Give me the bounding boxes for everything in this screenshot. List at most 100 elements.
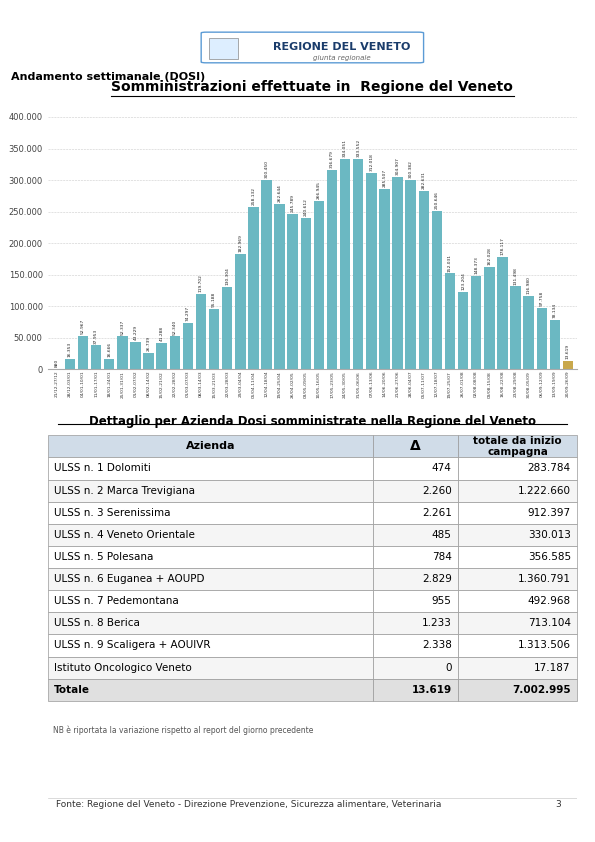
Text: 130.304: 130.304 <box>225 268 229 285</box>
Text: 97.758: 97.758 <box>540 290 544 306</box>
Text: 13.619: 13.619 <box>412 685 452 695</box>
Bar <box>373 590 458 612</box>
Bar <box>550 320 560 370</box>
Bar <box>373 480 458 502</box>
Text: totale da inizio
campagna: totale da inizio campagna <box>473 435 562 457</box>
Text: Totale: Totale <box>54 685 90 695</box>
Text: 7.002.995: 7.002.995 <box>512 685 571 695</box>
Text: 356.585: 356.585 <box>528 552 571 562</box>
Bar <box>392 177 403 370</box>
Text: 52.337: 52.337 <box>120 319 124 334</box>
Bar <box>373 568 458 590</box>
Text: 1.222.660: 1.222.660 <box>518 486 571 496</box>
Bar <box>248 206 259 370</box>
Text: 182.969: 182.969 <box>238 234 242 252</box>
Bar <box>170 337 180 370</box>
Bar <box>48 679 373 701</box>
Text: giunta regionale: giunta regionale <box>313 55 370 61</box>
Bar <box>458 634 577 657</box>
Bar <box>117 337 127 370</box>
Text: 283.784: 283.784 <box>528 463 571 473</box>
Text: 116.980: 116.980 <box>527 276 531 294</box>
Text: 492.968: 492.968 <box>528 596 571 606</box>
Bar <box>48 502 373 524</box>
Bar <box>458 590 577 612</box>
Bar <box>327 169 337 370</box>
Bar <box>563 361 573 370</box>
Bar <box>353 159 364 370</box>
Bar <box>48 657 373 679</box>
Text: 152.031: 152.031 <box>448 253 452 272</box>
Bar <box>458 502 577 524</box>
Text: 3: 3 <box>556 800 561 808</box>
Bar <box>235 254 246 370</box>
Text: 123.204: 123.204 <box>461 272 465 290</box>
Text: 148.373: 148.373 <box>474 256 478 274</box>
Bar <box>373 435 458 457</box>
Bar <box>261 180 272 370</box>
Text: 26.739: 26.739 <box>146 335 151 350</box>
Text: 74.297: 74.297 <box>186 306 190 321</box>
Text: 2.260: 2.260 <box>422 486 452 496</box>
Text: NB è riportata la variazione rispetto al report del giorno precedente: NB è riportata la variazione rispetto al… <box>53 726 314 735</box>
Text: Fonte: Regione del Veneto - Direzione Prevenzione, Sicurezza alimentare, Veterin: Fonte: Regione del Veneto - Direzione Pr… <box>56 800 441 808</box>
Bar <box>340 158 350 370</box>
Text: 912.397: 912.397 <box>528 508 571 518</box>
Bar <box>274 204 285 370</box>
Text: 16.666: 16.666 <box>107 342 111 357</box>
FancyBboxPatch shape <box>201 32 424 63</box>
Bar <box>209 38 238 60</box>
Bar <box>48 612 373 634</box>
Bar <box>373 502 458 524</box>
Text: 266.945: 266.945 <box>317 181 321 199</box>
Text: 250.646: 250.646 <box>435 191 439 210</box>
Text: ULSS n. 2 Marca Trevigiana: ULSS n. 2 Marca Trevigiana <box>54 486 195 496</box>
Text: ULSS n. 1 Dolomiti: ULSS n. 1 Dolomiti <box>54 463 151 473</box>
Bar <box>373 612 458 634</box>
Bar <box>458 568 577 590</box>
Text: Dettaglio per Azienda Dosi somministrate nella Regione del Veneto: Dettaglio per Azienda Dosi somministrate… <box>89 414 536 428</box>
Text: ULSS n. 3 Serenissima: ULSS n. 3 Serenissima <box>54 508 170 518</box>
Text: 300.450: 300.450 <box>265 160 268 178</box>
Text: 713.104: 713.104 <box>528 618 571 628</box>
Bar <box>444 274 455 370</box>
Text: 1.360.791: 1.360.791 <box>518 574 571 584</box>
Bar <box>366 173 377 370</box>
Bar <box>458 457 577 480</box>
Bar <box>458 612 577 634</box>
Bar <box>183 322 193 370</box>
Text: 41.288: 41.288 <box>159 327 164 342</box>
Bar <box>537 307 547 370</box>
Text: 282.631: 282.631 <box>422 171 426 189</box>
Text: 258.132: 258.132 <box>252 187 255 205</box>
Bar <box>431 211 442 370</box>
Bar <box>373 634 458 657</box>
Bar <box>65 359 75 370</box>
Text: 880: 880 <box>55 359 59 367</box>
Bar <box>48 590 373 612</box>
Bar <box>104 359 114 370</box>
Bar <box>484 267 494 370</box>
Bar <box>511 286 521 370</box>
Text: Istituto Oncologico Veneto: Istituto Oncologico Veneto <box>54 663 192 673</box>
Text: 2.829: 2.829 <box>422 574 452 584</box>
Text: 43.229: 43.229 <box>133 325 137 340</box>
Text: 304.907: 304.907 <box>396 157 400 175</box>
Bar <box>458 657 577 679</box>
Text: 316.679: 316.679 <box>330 150 334 168</box>
Text: 285.507: 285.507 <box>383 169 387 188</box>
Text: 300.382: 300.382 <box>409 160 413 178</box>
Text: 52.967: 52.967 <box>81 319 85 334</box>
Text: 16.353: 16.353 <box>68 342 72 357</box>
Bar <box>143 353 154 370</box>
Bar <box>48 457 373 480</box>
Bar <box>48 480 373 502</box>
Bar <box>373 546 458 568</box>
Bar <box>405 180 416 370</box>
Text: 955: 955 <box>432 596 452 606</box>
Text: 0: 0 <box>445 663 452 673</box>
Text: 1.233: 1.233 <box>422 618 452 628</box>
Bar <box>418 191 429 370</box>
Bar <box>458 679 577 701</box>
Bar <box>130 342 140 370</box>
